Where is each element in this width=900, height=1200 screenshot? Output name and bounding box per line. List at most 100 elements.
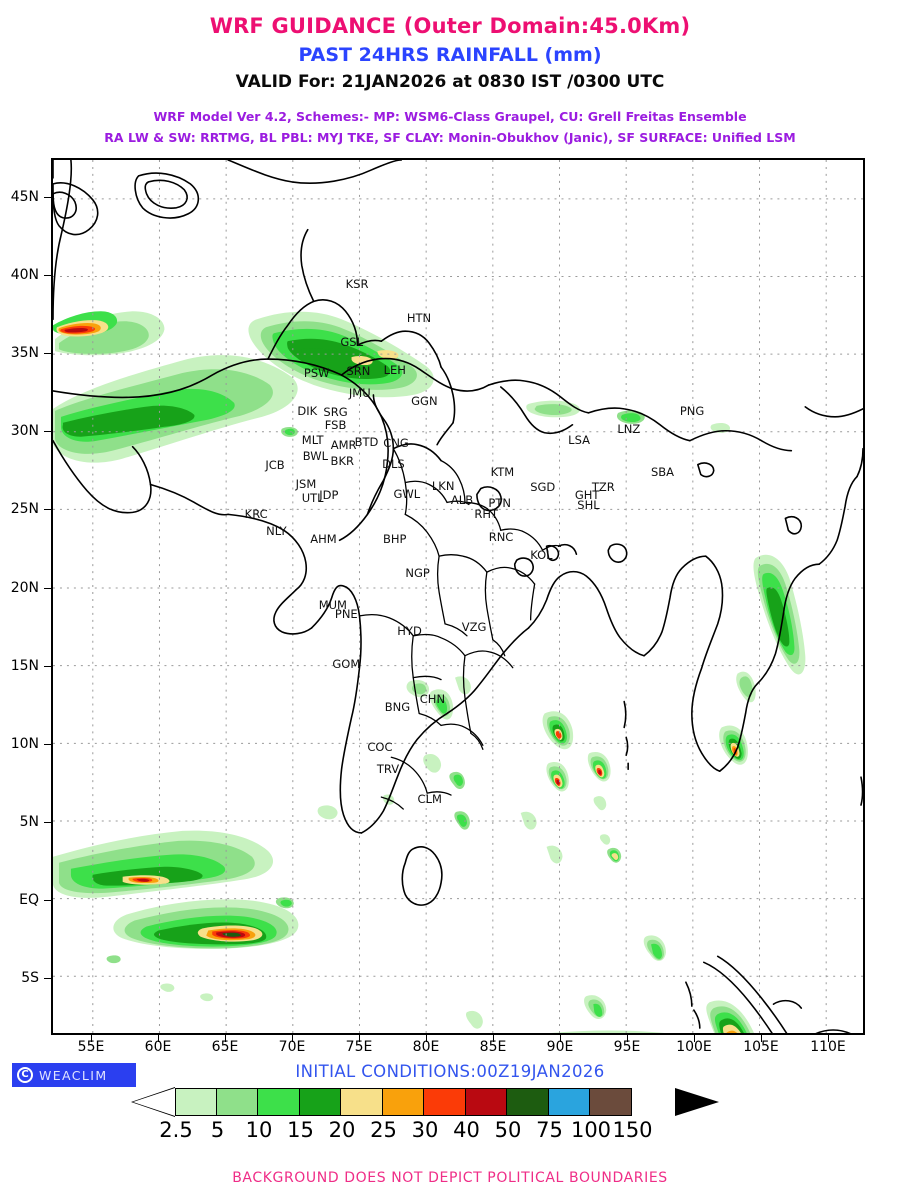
station-label: LEH: [383, 362, 406, 377]
station-label: HYD: [397, 624, 422, 639]
station-label: MUM: [318, 597, 347, 612]
colorbar-tick-label: 15: [287, 1118, 314, 1142]
station-label: JCB: [265, 458, 285, 473]
colorbar-tick-label: 75: [536, 1118, 563, 1142]
colorbar-tick-label: 30: [411, 1118, 439, 1142]
colorbar-tick-label: 100: [570, 1118, 612, 1142]
colorbar-segment: [424, 1088, 466, 1116]
copyright-icon: C: [17, 1067, 33, 1083]
station-label: NLY: [266, 524, 287, 539]
y-tick-label: 20N: [10, 580, 39, 596]
x-tick-label: 110E: [810, 1039, 846, 1055]
station-label: FSB: [324, 417, 347, 432]
station-label: DLS: [382, 456, 405, 471]
y-tick-label: EQ: [19, 892, 39, 908]
station-label: DIK: [297, 403, 318, 418]
rain-nw-belt: [53, 311, 298, 463]
x-tick-label: 75E: [345, 1039, 373, 1055]
colorbar-tick-label: 150: [612, 1118, 653, 1142]
colorbar-segment: [590, 1088, 632, 1116]
colorbar-tick-label: 40: [453, 1118, 480, 1142]
logo-label: WEACLIM: [39, 1067, 108, 1083]
station-label: BHP: [382, 531, 407, 546]
station-label: KOL: [530, 547, 553, 562]
y-tick-label: 25N: [10, 501, 39, 517]
station-label: GSL: [340, 334, 363, 349]
rainfall-map-plot: KSR HTN GSL PSW SRN LEH JMU GGN DIK SRG FSB MLT AMR B…: [11, 158, 865, 1055]
y-tick-label: 5S: [21, 970, 39, 986]
colorbar-tick-label: 5: [210, 1118, 225, 1142]
page-subtitle: PAST 24HRS RAINFALL (mm): [298, 44, 602, 66]
y-tick-label: 30N: [10, 423, 39, 439]
y-tick-label: 5N: [19, 814, 39, 830]
station-label: JMU: [348, 386, 371, 401]
station-label: SHL: [577, 497, 600, 512]
disclaimer-note: BACKGROUND DOES NOT DEPICT POLITICAL BOU…: [232, 1170, 668, 1186]
rain-itcz-major-band: [551, 1000, 754, 1033]
station-label: CHN: [419, 691, 446, 706]
y-tick-label: 45N: [10, 189, 39, 205]
station-label: CLM: [417, 791, 442, 806]
colorbar-tick-labels: 2.5 5 10 15 20 25 30 40 50 75 100 150: [0, 1116, 900, 1146]
y-tick-label: 10N: [10, 736, 39, 752]
colorbar-under-arrow: [133, 1088, 175, 1116]
station-label: COC: [367, 740, 393, 755]
x-tick-label: 65E: [211, 1039, 239, 1055]
x-tick-label: 90E: [546, 1039, 574, 1055]
rainfall-shading-layer: [53, 311, 806, 1033]
station-label: SRN: [346, 364, 371, 379]
station-label: RHT: [474, 506, 499, 521]
coastline-border-layer: [53, 160, 863, 1033]
initial-conditions-label: INITIAL CONDITIONS:00Z19JAN2026: [295, 1062, 605, 1081]
rain-minor-cells: [455, 676, 666, 1029]
colorbar-segments: [175, 1088, 632, 1116]
weaclim-logo[interactable]: C WEACLIM: [12, 1063, 136, 1087]
station-label: SRG: [323, 405, 348, 420]
station-label: BTD: [354, 434, 379, 449]
x-tick-label: 100E: [676, 1039, 712, 1055]
station-label: BNG: [384, 699, 411, 714]
x-tick-label: 105E: [743, 1039, 779, 1055]
colorbar-over-arrow: [675, 1088, 719, 1116]
x-tick-label: 80E: [412, 1039, 440, 1055]
rain-equatorial-band: [53, 805, 338, 1002]
colorbar-tick-label: 2.5: [159, 1118, 193, 1142]
header: WRF GUIDANCE (Outer Domain:45.0Km) PAST …: [0, 0, 900, 150]
station-label: JDP: [319, 488, 339, 503]
station-label: HTN: [406, 311, 432, 326]
colorbar-segment: [382, 1088, 424, 1116]
rain-himalaya-belt: [248, 311, 580, 437]
station-label: KSR: [345, 276, 369, 291]
station-label: PTN: [488, 495, 511, 510]
station-label: PSW: [303, 365, 330, 380]
station-label: JSM: [295, 477, 317, 492]
station-label-layer: KSR HTN GSL PSW SRN LEH JMU GGN DIK SRG FSB MLT AMR B…: [53, 160, 863, 1033]
station-label: CNG: [383, 436, 409, 451]
colorbar-segment: [507, 1088, 549, 1116]
station-label: MLT: [301, 433, 324, 448]
station-label: KRC: [244, 506, 268, 521]
valid-time-label: VALID For: 21JAN2026 at 0830 IST /0300 U…: [235, 72, 665, 92]
y-tick-label: 35N: [10, 345, 39, 361]
station-label: LKN: [431, 478, 455, 493]
station-label: PNE: [334, 607, 358, 622]
colorbar-tick-label: 10: [245, 1118, 273, 1142]
station-label: LNZ: [617, 422, 641, 437]
colorbar-tick-label: 20: [328, 1118, 356, 1142]
colorbar-segment: [175, 1088, 217, 1116]
station-label: UTL: [301, 491, 324, 506]
station-label: RNC: [488, 530, 514, 545]
station-label: NGP: [405, 566, 430, 581]
colorbar-segment: [216, 1088, 258, 1116]
colorbar-tick-label: 25: [370, 1118, 397, 1142]
colorbar-segment: [341, 1088, 383, 1116]
station-label: GOM: [332, 657, 361, 672]
x-tick-label: 95E: [613, 1039, 641, 1055]
station-label: SBA: [650, 464, 675, 479]
x-tick-label: 70E: [278, 1039, 306, 1055]
plot-frame: KSR HTN GSL PSW SRN LEH JMU GGN DIK SRG FSB MLT AMR B…: [51, 158, 865, 1035]
colorbar-segment: [299, 1088, 341, 1116]
station-label: TRV: [376, 762, 400, 777]
station-label: AMR: [330, 438, 357, 453]
x-tick-label: 60E: [144, 1039, 172, 1055]
